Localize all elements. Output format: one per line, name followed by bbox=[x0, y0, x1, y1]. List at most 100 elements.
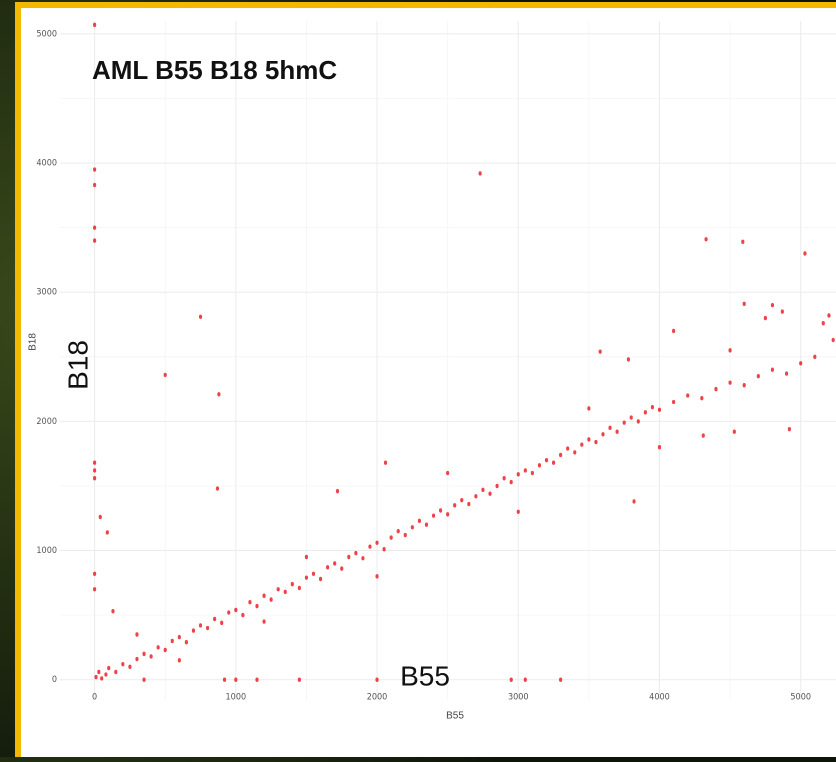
point bbox=[771, 303, 774, 307]
point bbox=[632, 499, 635, 503]
point bbox=[340, 566, 343, 570]
point bbox=[418, 519, 421, 523]
point bbox=[425, 523, 428, 527]
y-tick-label: 3000 bbox=[36, 288, 57, 298]
x-tick-label: 4000 bbox=[649, 693, 670, 703]
point bbox=[104, 672, 107, 676]
chart-title: AML B55 B18 5hmC bbox=[92, 55, 337, 85]
point bbox=[142, 652, 145, 656]
point bbox=[375, 678, 378, 682]
point bbox=[700, 396, 703, 400]
point bbox=[481, 488, 484, 492]
x-overlay-label: B55 bbox=[400, 660, 450, 691]
point bbox=[178, 635, 181, 639]
point bbox=[771, 368, 774, 372]
point bbox=[270, 597, 273, 601]
point bbox=[672, 400, 675, 404]
point bbox=[93, 238, 96, 242]
point bbox=[100, 676, 103, 680]
point bbox=[234, 608, 237, 612]
point bbox=[255, 678, 258, 682]
point bbox=[545, 458, 548, 462]
point bbox=[93, 476, 96, 480]
point bbox=[644, 410, 647, 414]
point bbox=[171, 639, 174, 643]
point bbox=[262, 594, 265, 598]
point bbox=[524, 468, 527, 472]
chart: 0100020003000400050000100020003000400050… bbox=[0, 0, 836, 757]
point bbox=[336, 489, 339, 493]
point bbox=[216, 486, 219, 490]
point bbox=[587, 437, 590, 441]
point bbox=[637, 419, 640, 423]
point bbox=[347, 555, 350, 559]
point bbox=[93, 183, 96, 187]
x-axis-label: B55 bbox=[446, 711, 464, 722]
point bbox=[333, 561, 336, 565]
point bbox=[672, 329, 675, 333]
point bbox=[517, 472, 520, 476]
point bbox=[510, 480, 513, 484]
point bbox=[594, 440, 597, 444]
point bbox=[135, 657, 138, 661]
point bbox=[199, 315, 202, 319]
point bbox=[446, 512, 449, 516]
point bbox=[404, 533, 407, 537]
point bbox=[291, 582, 294, 586]
point bbox=[106, 530, 109, 534]
point bbox=[284, 590, 287, 594]
point bbox=[185, 640, 188, 644]
point bbox=[704, 237, 707, 241]
point bbox=[375, 574, 378, 578]
point bbox=[99, 515, 102, 519]
point bbox=[262, 619, 265, 623]
point bbox=[94, 675, 97, 679]
point bbox=[227, 610, 230, 614]
point bbox=[93, 468, 96, 472]
point bbox=[538, 463, 541, 467]
point bbox=[479, 171, 482, 175]
point bbox=[788, 427, 791, 431]
point bbox=[206, 626, 209, 630]
point bbox=[728, 380, 731, 384]
point bbox=[827, 313, 830, 317]
point bbox=[361, 556, 364, 560]
point bbox=[213, 617, 216, 621]
point bbox=[411, 525, 414, 529]
x-tick-label: 0 bbox=[92, 693, 97, 703]
point bbox=[658, 408, 661, 412]
point bbox=[164, 373, 167, 377]
point bbox=[702, 433, 705, 437]
point bbox=[757, 374, 760, 378]
point bbox=[453, 503, 456, 507]
point bbox=[142, 678, 145, 682]
point bbox=[601, 432, 604, 436]
y-tick-label: 1000 bbox=[36, 546, 57, 556]
x-tick-label: 1000 bbox=[226, 693, 247, 703]
point bbox=[714, 387, 717, 391]
point bbox=[255, 604, 258, 608]
point bbox=[164, 648, 167, 652]
point bbox=[93, 167, 96, 171]
point bbox=[832, 338, 835, 342]
point bbox=[277, 587, 280, 591]
point bbox=[599, 349, 602, 353]
point bbox=[111, 609, 114, 613]
point bbox=[439, 508, 442, 512]
point bbox=[384, 461, 387, 465]
point bbox=[432, 513, 435, 517]
point bbox=[488, 492, 491, 496]
point bbox=[743, 383, 746, 387]
point bbox=[686, 393, 689, 397]
point bbox=[397, 529, 400, 533]
point bbox=[467, 502, 470, 506]
point bbox=[326, 565, 329, 569]
point bbox=[573, 450, 576, 454]
point bbox=[390, 535, 393, 539]
point bbox=[93, 572, 96, 576]
point bbox=[733, 430, 736, 434]
point bbox=[128, 665, 131, 669]
point bbox=[368, 544, 371, 548]
point bbox=[199, 623, 202, 627]
x-tick-label: 2000 bbox=[367, 693, 388, 703]
